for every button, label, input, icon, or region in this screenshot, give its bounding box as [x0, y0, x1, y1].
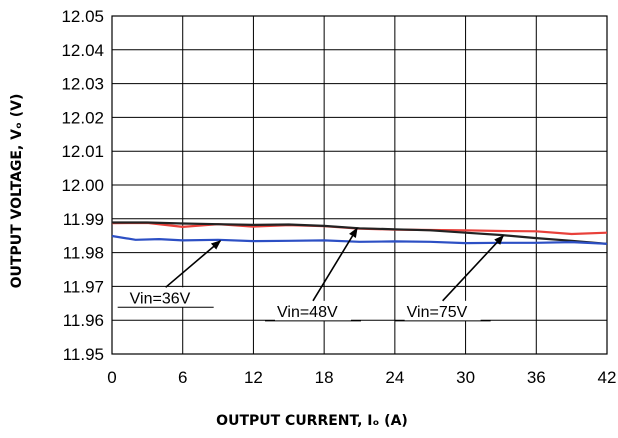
annotation-label: Vin=36V	[130, 290, 191, 307]
x-tick-label: 36	[527, 368, 546, 387]
x-tick-label: 18	[315, 368, 334, 387]
y-tick-label: 11.99	[63, 210, 104, 229]
y-tick-label: 12.04	[61, 41, 104, 60]
x-axis-title: OUTPUT CURRENT, Iₒ (A)	[216, 413, 408, 429]
annotation-arrow	[312, 227, 358, 302]
annotations: Vin=36V Vin=48V Vin=75V	[117, 227, 504, 322]
y-tick-label: 12.03	[61, 75, 104, 94]
annotation-bg	[404, 300, 481, 321]
series-lines	[111, 221, 608, 245]
y-tick-label: 12.00	[61, 176, 104, 195]
annotation-label: Vin=75V	[407, 304, 468, 321]
series-line-2	[111, 234, 608, 245]
annotation-arrow	[442, 234, 504, 302]
y-axis-title: OUTPUT VOLTAGE, Vₒ (V)	[9, 94, 25, 289]
x-tick-label: 42	[598, 368, 617, 387]
x-tick-label: 0	[107, 368, 116, 387]
x-tick-label: 30	[456, 368, 475, 387]
x-tick-label: 6	[178, 368, 187, 387]
x-tick-label: 24	[385, 368, 404, 387]
annotation-label: Vin=48V	[277, 304, 338, 321]
grid-lines	[111, 15, 608, 355]
x-tick-label: 12	[244, 368, 263, 387]
annotation-bg	[275, 300, 351, 321]
y-tick-label: 11.97	[63, 277, 104, 296]
x-tick-labels: 0 6 12 18 24 30 36 42	[107, 368, 616, 387]
y-tick-label: 12.02	[61, 108, 104, 127]
y-tick-label: 11.98	[63, 244, 104, 263]
y-tick-label: 11.96	[63, 311, 104, 330]
y-tick-labels: 11.95 11.96 11.97 11.98 11.99 12.00 12.01 12.02…	[61, 7, 104, 364]
y-tick-label: 12.05	[61, 7, 104, 26]
y-tick-label: 11.95	[63, 345, 104, 364]
y-tick-label: 12.01	[61, 142, 104, 161]
annotation-arrow	[165, 240, 222, 288]
annotation-bg	[127, 287, 204, 308]
series-line-1	[112, 221, 608, 245]
